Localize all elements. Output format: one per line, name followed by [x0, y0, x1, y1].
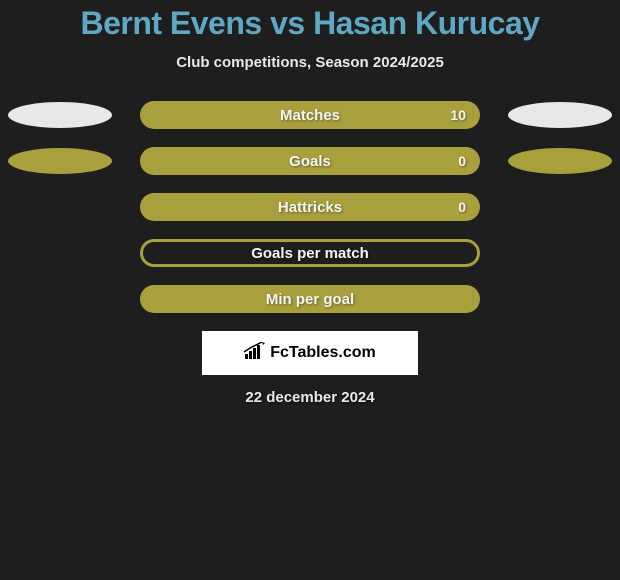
- stat-row: Hattricks 0: [0, 193, 620, 221]
- date-text: 22 december 2024: [0, 389, 620, 406]
- stat-value-right: 0: [458, 199, 466, 215]
- stat-row: Matches 10: [0, 101, 620, 129]
- subtitle: Club competitions, Season 2024/2025: [0, 54, 620, 71]
- stat-label: Hattricks: [278, 199, 342, 216]
- stat-row: Goals per match: [0, 239, 620, 267]
- player-right-marker: [508, 148, 612, 174]
- stat-label: Goals: [289, 153, 331, 170]
- logo-box: FcTables.com: [202, 331, 418, 375]
- logo-text: FcTables.com: [270, 344, 376, 362]
- player-left-marker: [8, 148, 112, 174]
- stat-label: Goals per match: [251, 245, 369, 262]
- stat-label: Min per goal: [266, 291, 354, 308]
- stat-row: Goals 0: [0, 147, 620, 175]
- page-title: Bernt Evens vs Hasan Kurucay: [0, 5, 620, 42]
- player-left-marker: [8, 102, 112, 128]
- stat-bar: Goals per match: [140, 239, 480, 267]
- stat-value-right: 0: [458, 153, 466, 169]
- chart-icon: [244, 342, 266, 365]
- stat-bar: Matches 10: [140, 101, 480, 129]
- stat-bar: Goals 0: [140, 147, 480, 175]
- stat-bar: Hattricks 0: [140, 193, 480, 221]
- stat-label: Matches: [280, 107, 340, 124]
- stat-rows: Matches 10 Goals 0 Hattricks 0 Goals per match…: [0, 101, 620, 313]
- stat-row: Min per goal: [0, 285, 620, 313]
- comparison-infographic: Bernt Evens vs Hasan Kurucay Club compet…: [0, 0, 620, 406]
- stat-bar: Min per goal: [140, 285, 480, 313]
- player-right-marker: [508, 102, 612, 128]
- stat-value-right: 10: [450, 107, 466, 123]
- logo: FcTables.com: [244, 342, 376, 365]
